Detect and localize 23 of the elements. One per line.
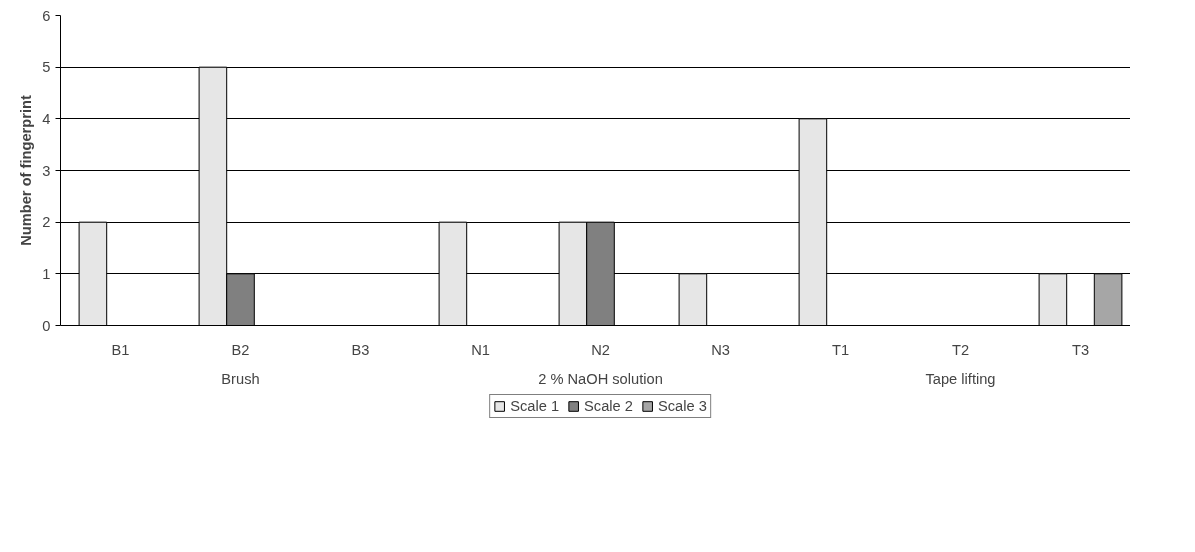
- x-tick-label: T2: [951, 341, 970, 358]
- y-tick-label: 3: [42, 162, 51, 179]
- x-tick-label: B1: [111, 341, 130, 358]
- legend-label: Scale 3: [657, 398, 707, 414]
- x-tick-label: T3: [1071, 341, 1090, 358]
- y-tick-label: 4: [42, 110, 51, 127]
- x-tick-label: B3: [351, 341, 370, 358]
- y-axis-title: Number of fingerprint: [18, 95, 35, 246]
- y-tick-label: 1: [42, 265, 51, 282]
- legend-label: Scale 1: [510, 398, 560, 414]
- x-tick-label: N2: [591, 341, 610, 358]
- y-tick-label: 0: [42, 317, 51, 334]
- x-tick-label: T1: [831, 341, 850, 358]
- text: 2 % NaOH solution: [538, 370, 663, 387]
- y-tick-label: 2: [42, 214, 51, 231]
- legend-label: Scale 2: [584, 398, 633, 414]
- x-tick-label: N3: [711, 341, 730, 358]
- y-tick-label: 5: [42, 59, 51, 76]
- text: Brush: [221, 370, 260, 387]
- text: Tape lifting: [925, 370, 996, 387]
- x-tick-label: N1: [471, 341, 490, 358]
- x-tick-label: B2: [231, 341, 250, 358]
- y-tick-label: 6: [42, 7, 51, 24]
